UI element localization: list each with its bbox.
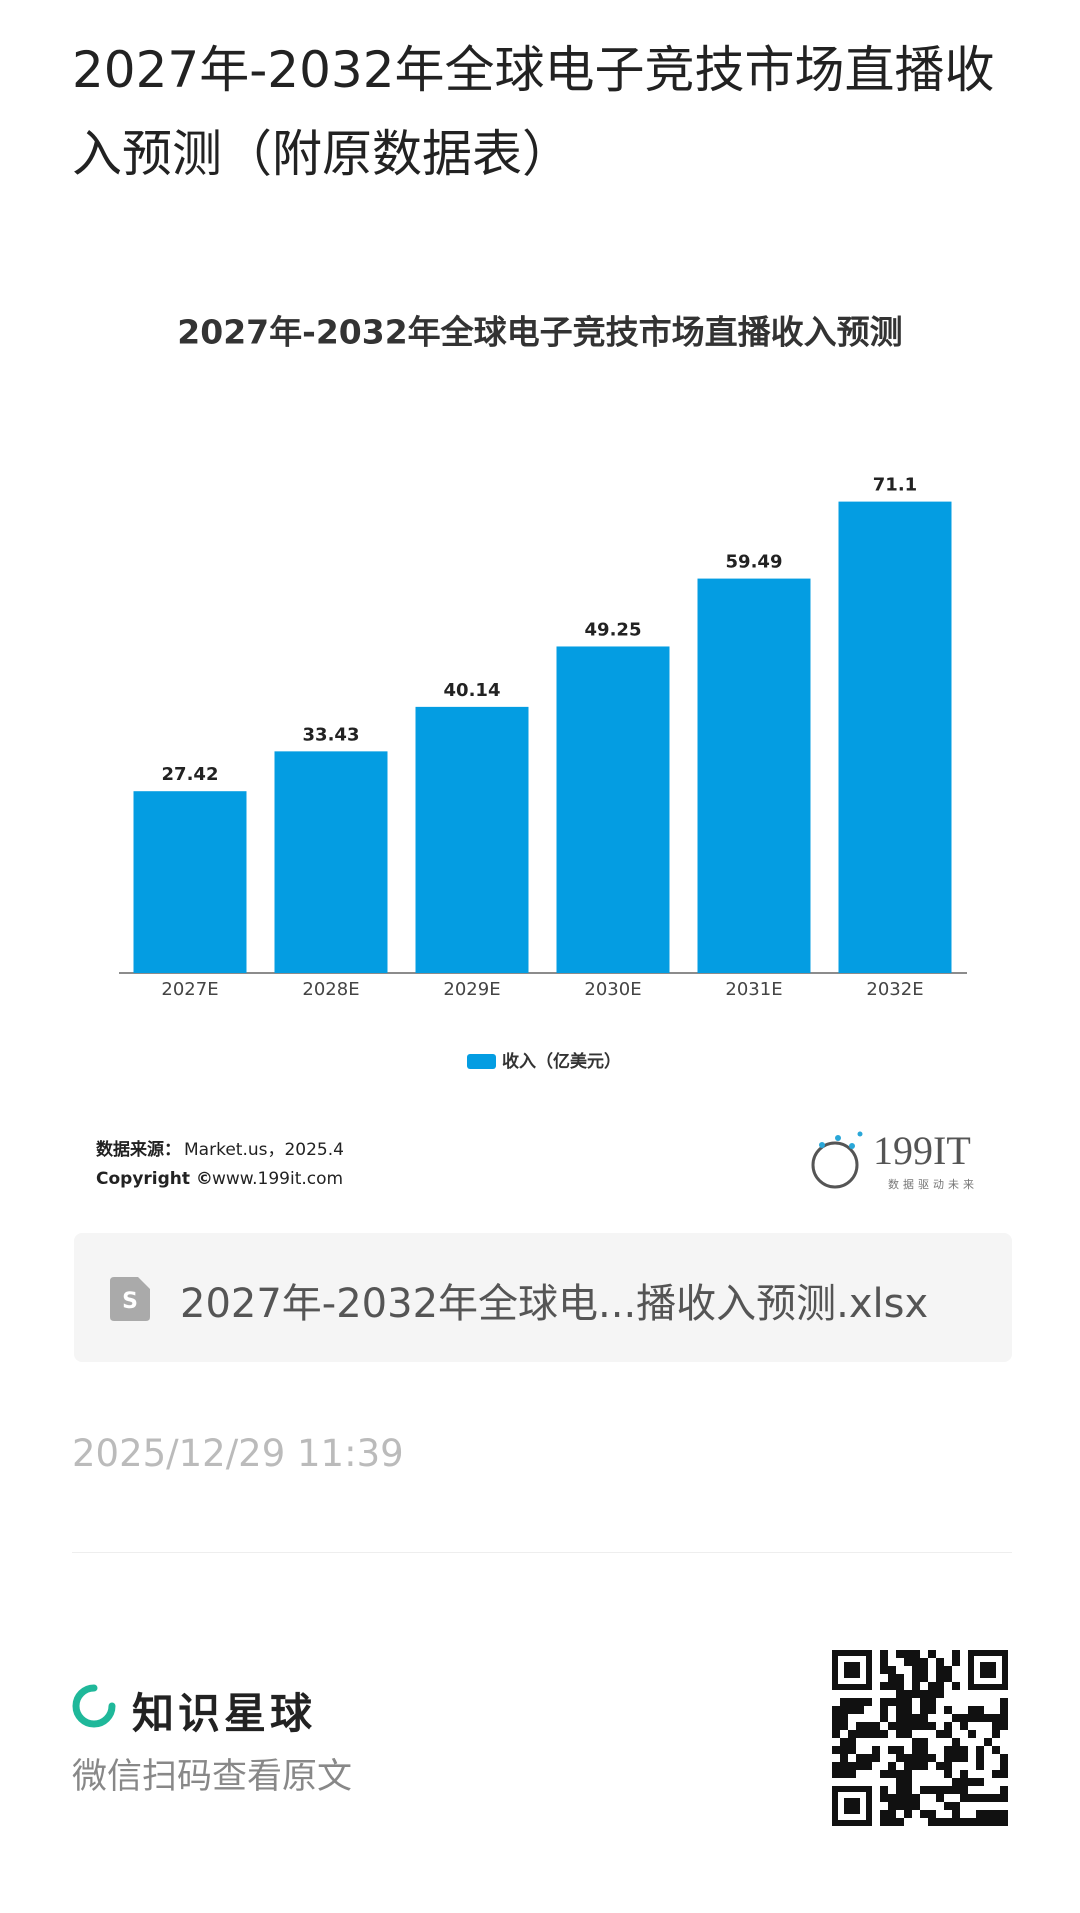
bar [697, 578, 811, 973]
bar [274, 751, 388, 973]
source-text: Market.us，2025.4 [184, 1140, 344, 1160]
x-tick-label: 2027E [161, 979, 218, 1000]
x-tick-label: 2030E [584, 979, 641, 1000]
value-label: 33.43 [303, 724, 360, 745]
brand-name: 知识星球 [132, 1689, 317, 1738]
copyright-text: www.199it.com [212, 1169, 343, 1189]
attachment[interactable]: S 2027年-2032年全球电...播收入预测.xlsx [74, 1233, 1012, 1362]
source-label: 数据来源： [96, 1139, 181, 1160]
chart: 2027年-2032年全球电子竞技市场直播收入预测 数据来源： Market.u… [96, 313, 978, 1192]
logo-slogan: 数据驱动未来 [888, 1177, 978, 1191]
file-icon: S [110, 1277, 150, 1321]
file-name: 2027年-2032年全球电...播收入预测.xlsx [180, 1281, 929, 1327]
x-tick-label: 2032E [866, 979, 923, 1000]
x-tick-label: 2031E [725, 979, 782, 1000]
bar [133, 791, 247, 973]
scan-hint: 微信扫码查看原文 [72, 1757, 353, 1797]
chart-title: 2027年-2032年全球电子竞技市场直播收入预测 [177, 313, 902, 352]
post-date: 2025/12/29 11:39 [72, 1432, 404, 1475]
post-title: 2027年-2032年全球电子竞技市场直播收入预测（附原数据表） [72, 41, 995, 183]
value-label: 27.42 [162, 764, 219, 785]
x-tick-label: 2028E [302, 979, 359, 1000]
value-label: 71.1 [873, 475, 917, 496]
x-tick-label: 2029E [443, 979, 500, 1000]
brand-icon [72, 1684, 116, 1728]
qr-code [832, 1650, 1008, 1826]
legend-swatch [467, 1054, 496, 1069]
divider [72, 1552, 1012, 1553]
svg-text:S: S [122, 1289, 138, 1314]
bar [556, 646, 670, 973]
bar [838, 501, 952, 973]
value-label: 49.25 [585, 619, 642, 640]
logo-dots [811, 1131, 863, 1189]
value-label: 59.49 [726, 552, 783, 573]
copyright-label: Copyright © [96, 1169, 213, 1189]
logo-name: 199IT [873, 1128, 971, 1173]
value-label: 40.14 [444, 680, 501, 701]
bar [415, 706, 529, 973]
legend-label: 收入（亿美元） [502, 1051, 621, 1072]
